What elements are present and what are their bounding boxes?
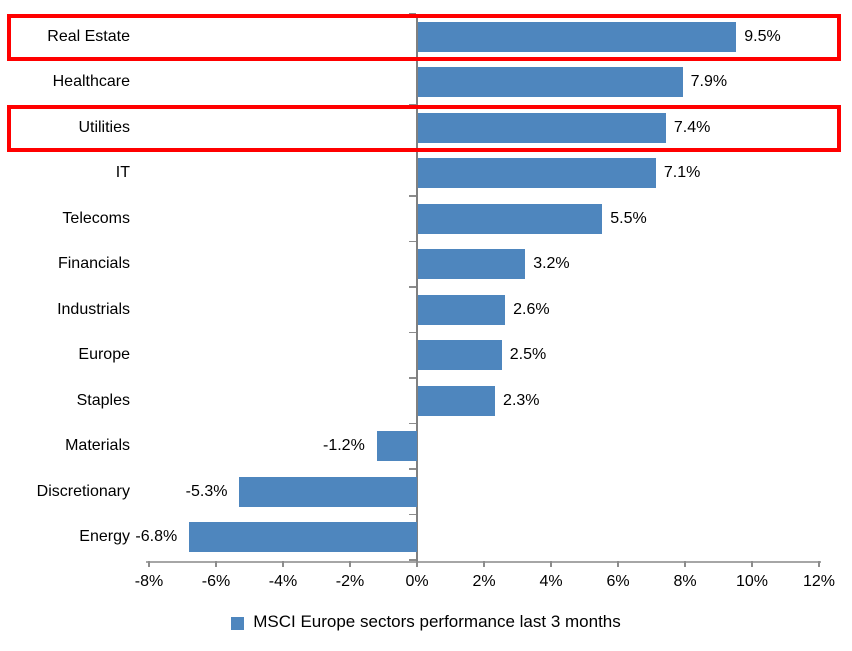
- category-axis-tick: [409, 13, 416, 15]
- value-label: -5.3%: [185, 482, 228, 500]
- category-axis-tick: [409, 331, 416, 333]
- x-axis-tick: [617, 561, 619, 567]
- x-axis-tick: [751, 561, 753, 567]
- x-tick-label: 2%: [472, 573, 496, 590]
- bar: [418, 112, 666, 143]
- bar: [418, 67, 683, 98]
- bar: [418, 249, 526, 280]
- category-label: Real Estate: [47, 27, 130, 45]
- value-label: -6.8%: [135, 528, 178, 546]
- value-label: 7.9%: [690, 73, 728, 91]
- category-label: Europe: [78, 346, 130, 364]
- category-label: Industrials: [57, 300, 130, 318]
- x-tick-label: 10%: [735, 573, 769, 590]
- category-axis-tick: [409, 104, 416, 106]
- x-tick-label: 0%: [405, 573, 429, 590]
- x-axis-tick: [416, 561, 418, 567]
- category-label: IT: [115, 164, 130, 182]
- bar: [418, 385, 496, 416]
- value-label: 7.1%: [663, 164, 701, 182]
- category-label: Discretionary: [36, 482, 130, 500]
- value-label: 2.3%: [503, 391, 540, 409]
- x-axis-tick: [349, 561, 351, 567]
- x-tick-label: 8%: [673, 573, 697, 590]
- bar: [418, 158, 656, 189]
- legend: MSCI Europe sectors performance last 3 m…: [0, 611, 852, 633]
- category-label: Materials: [65, 437, 130, 455]
- category-label: Energy: [79, 528, 130, 546]
- category-axis-tick: [409, 286, 416, 288]
- highlight-box: [7, 105, 841, 152]
- category-axis-tick: [409, 377, 416, 379]
- x-tick-label: -6%: [201, 573, 231, 590]
- bar: [239, 476, 417, 507]
- highlight-box: [7, 14, 841, 61]
- value-label: 5.5%: [610, 209, 647, 227]
- bar: [189, 522, 417, 553]
- x-axis-tick: [684, 561, 686, 567]
- category-label: Utilities: [78, 118, 130, 136]
- x-axis-tick: [215, 561, 217, 567]
- category-label: Healthcare: [52, 73, 130, 91]
- value-axis-line: [416, 14, 418, 561]
- x-tick-label: -4%: [268, 573, 298, 590]
- bar: [418, 203, 603, 234]
- x-tick-label: 12%: [802, 573, 836, 590]
- category-label: Telecoms: [62, 209, 130, 227]
- category-label: Staples: [76, 391, 130, 409]
- value-label: 2.5%: [509, 346, 547, 364]
- x-tick-label: 4%: [539, 573, 563, 590]
- category-axis-tick: [409, 240, 416, 242]
- category-axis-tick: [409, 422, 416, 424]
- x-axis-tick: [818, 561, 820, 567]
- x-axis-tick: [483, 561, 485, 567]
- category-label: Financials: [57, 255, 130, 273]
- x-tick-label: -8%: [134, 573, 164, 590]
- legend-swatch-icon: [231, 616, 245, 630]
- legend-label: MSCI Europe sectors performance last 3 m…: [253, 612, 621, 631]
- category-axis-tick: [409, 513, 416, 515]
- value-label: 9.5%: [744, 27, 781, 45]
- bar: [418, 294, 506, 325]
- x-axis-tick: [550, 561, 552, 567]
- category-axis-tick: [409, 195, 416, 197]
- value-label: 7.4%: [673, 118, 711, 136]
- value-label: 2.6%: [513, 300, 550, 318]
- value-label: -1.2%: [323, 437, 365, 455]
- bar: [418, 340, 502, 371]
- x-axis-tick: [148, 561, 150, 567]
- x-axis-tick: [282, 561, 284, 567]
- category-axis-tick: [409, 468, 416, 470]
- category-axis-tick: [409, 559, 416, 561]
- value-label: 3.2%: [533, 255, 570, 273]
- x-tick-label: 6%: [606, 573, 630, 590]
- x-tick-label: -2%: [335, 573, 365, 590]
- bar: [418, 21, 737, 52]
- bar: [376, 431, 417, 462]
